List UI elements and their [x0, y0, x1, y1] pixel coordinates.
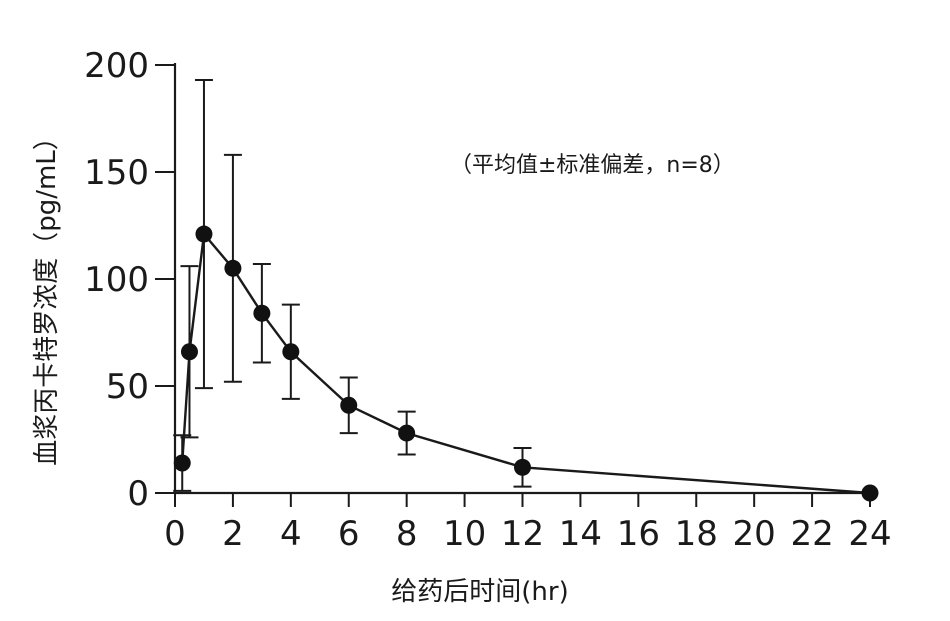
- annotation: （平均值±标准偏差，n=8）: [450, 153, 735, 178]
- data-point: [173, 454, 191, 472]
- data-point: [861, 484, 879, 502]
- y-tick-label: 100: [84, 260, 149, 300]
- x-tick-label: 14: [559, 514, 602, 554]
- y-tick-label: 50: [106, 367, 149, 407]
- x-tick-label: 8: [396, 514, 418, 554]
- y-tick-label: 150: [84, 153, 149, 193]
- y-tick-label: 0: [127, 474, 149, 514]
- data-point: [253, 304, 271, 322]
- x-tick-label: 12: [501, 514, 544, 554]
- x-tick-label: 16: [617, 514, 660, 554]
- y-axis-title: 血浆丙卡特罗浓度（pg/mL）: [32, 124, 62, 466]
- series-line: [181, 231, 871, 495]
- x-tick-label: 10: [443, 514, 486, 554]
- x-axis-title: 给药后时间(hr): [391, 577, 568, 607]
- x-tick-label: 20: [733, 514, 776, 554]
- data-point: [195, 225, 213, 243]
- data-point: [340, 396, 358, 414]
- x-tick-label: 4: [280, 514, 302, 554]
- error-bars: [173, 78, 532, 492]
- data-point: [514, 458, 531, 476]
- data-point: [282, 343, 300, 361]
- x-tick-label: 22: [790, 514, 833, 554]
- x-tick-label: 0: [164, 514, 186, 554]
- y-tick-label: 200: [84, 46, 149, 86]
- series-markers: [173, 225, 879, 502]
- x-tick-label: 18: [675, 514, 718, 554]
- x-tick-label: 2: [222, 514, 244, 554]
- axes: [173, 63, 872, 495]
- x-tick-label: 24: [848, 514, 891, 554]
- data-point: [224, 259, 242, 277]
- x-tick-label: 6: [338, 514, 360, 554]
- series-line-path: [181, 231, 871, 495]
- data-point: [398, 424, 416, 442]
- data-point: [180, 343, 198, 361]
